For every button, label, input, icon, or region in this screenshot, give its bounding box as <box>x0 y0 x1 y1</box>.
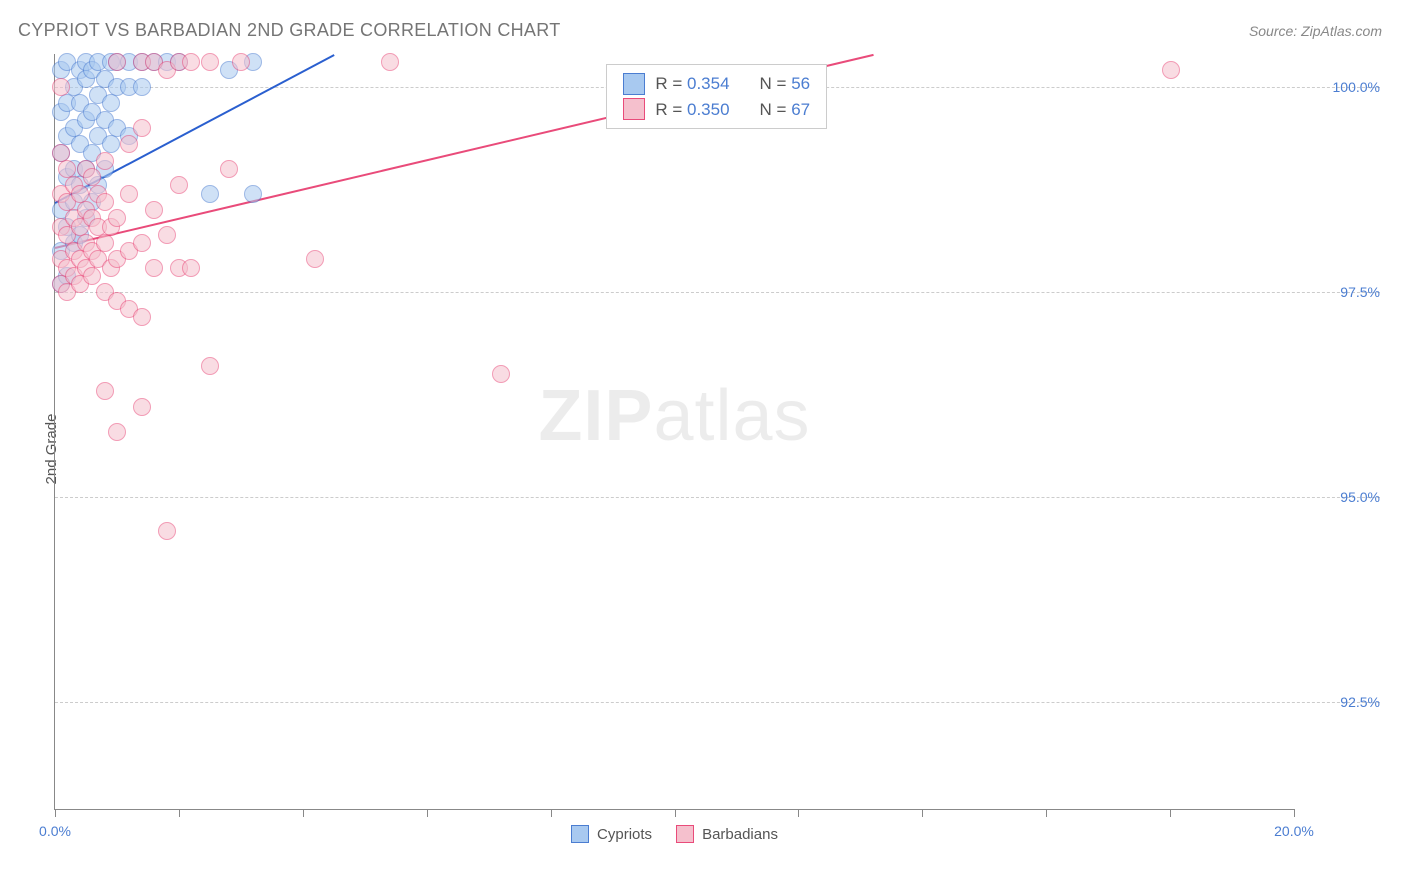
watermark-bold: ZIP <box>538 376 653 456</box>
scatter-point <box>145 259 163 277</box>
scatter-point <box>1162 61 1180 79</box>
scatter-point <box>381 53 399 71</box>
ytick-label: 100.0% <box>1300 79 1380 95</box>
legend-n-label: N = 67 <box>760 97 811 123</box>
scatter-point <box>52 78 70 96</box>
scatter-point <box>201 185 219 203</box>
legend-series: Cypriots Barbadians <box>55 825 1294 843</box>
legend-stats: R = 0.354 N = 56 R = 0.350 N = 67 <box>606 64 827 129</box>
xtick <box>179 809 180 817</box>
scatter-point <box>133 398 151 416</box>
legend-n-label: N = 56 <box>760 71 811 97</box>
gridline-h <box>55 292 1380 293</box>
legend-r-label: R = 0.350 <box>655 97 729 123</box>
watermark: ZIPatlas <box>538 375 810 457</box>
scatter-point <box>158 226 176 244</box>
xtick <box>922 809 923 817</box>
scatter-point <box>96 234 114 252</box>
scatter-point <box>120 185 138 203</box>
scatter-point <box>220 160 238 178</box>
legend-swatch <box>623 73 645 95</box>
scatter-point <box>170 176 188 194</box>
legend-series-item: Cypriots <box>571 825 652 843</box>
scatter-point <box>133 308 151 326</box>
legend-n-value: 67 <box>791 100 810 119</box>
scatter-point <box>52 144 70 162</box>
source-label: Source: ZipAtlas.com <box>1249 23 1382 39</box>
scatter-point <box>244 185 262 203</box>
legend-series-item: Barbadians <box>676 825 778 843</box>
scatter-point <box>182 259 200 277</box>
xtick <box>1294 809 1295 817</box>
scatter-point <box>120 135 138 153</box>
scatter-point <box>102 135 120 153</box>
scatter-point <box>232 53 250 71</box>
scatter-point <box>158 522 176 540</box>
legend-r-value: 0.350 <box>687 100 730 119</box>
gridline-h <box>55 702 1380 703</box>
chart-container: 2nd Grade ZIPatlas 92.5%95.0%97.5%100.0%… <box>18 54 1382 844</box>
scatter-point <box>306 250 324 268</box>
legend-r-value: 0.354 <box>687 74 730 93</box>
scatter-point <box>108 423 126 441</box>
legend-stats-row: R = 0.354 N = 56 <box>623 71 810 97</box>
scatter-point <box>96 152 114 170</box>
scatter-point <box>83 267 101 285</box>
legend-series-label: Barbadians <box>702 826 778 843</box>
scatter-point <box>182 53 200 71</box>
scatter-point <box>145 201 163 219</box>
legend-stats-row: R = 0.350 N = 67 <box>623 97 810 123</box>
xtick <box>1170 809 1171 817</box>
chart-title: CYPRIOT VS BARBADIAN 2ND GRADE CORRELATI… <box>18 20 561 41</box>
scatter-point <box>133 234 151 252</box>
xtick <box>55 809 56 817</box>
xtick <box>798 809 799 817</box>
ytick-label: 92.5% <box>1300 694 1380 710</box>
legend-series-label: Cypriots <box>597 826 652 843</box>
legend-swatch <box>676 825 694 843</box>
xtick <box>1046 809 1047 817</box>
legend-swatch <box>571 825 589 843</box>
watermark-rest: atlas <box>653 376 810 456</box>
scatter-point <box>102 94 120 112</box>
legend-swatch <box>623 98 645 120</box>
xtick <box>675 809 676 817</box>
ytick-label: 97.5% <box>1300 284 1380 300</box>
scatter-point <box>133 78 151 96</box>
header: CYPRIOT VS BARBADIAN 2ND GRADE CORRELATI… <box>0 0 1406 51</box>
scatter-point <box>108 209 126 227</box>
scatter-point <box>83 168 101 186</box>
xtick <box>427 809 428 817</box>
scatter-point <box>108 53 126 71</box>
scatter-point <box>71 185 89 203</box>
scatter-point <box>492 365 510 383</box>
xtick <box>303 809 304 817</box>
plot-area: ZIPatlas 92.5%95.0%97.5%100.0%0.0%20.0%R… <box>54 54 1294 810</box>
legend-n-value: 56 <box>791 74 810 93</box>
legend-r-label: R = 0.354 <box>655 71 729 97</box>
gridline-h <box>55 497 1380 498</box>
scatter-point <box>133 119 151 137</box>
ytick-label: 95.0% <box>1300 489 1380 505</box>
scatter-point <box>96 193 114 211</box>
scatter-point <box>58 160 76 178</box>
scatter-point <box>201 357 219 375</box>
scatter-point <box>96 382 114 400</box>
xtick <box>551 809 552 817</box>
scatter-point <box>201 53 219 71</box>
